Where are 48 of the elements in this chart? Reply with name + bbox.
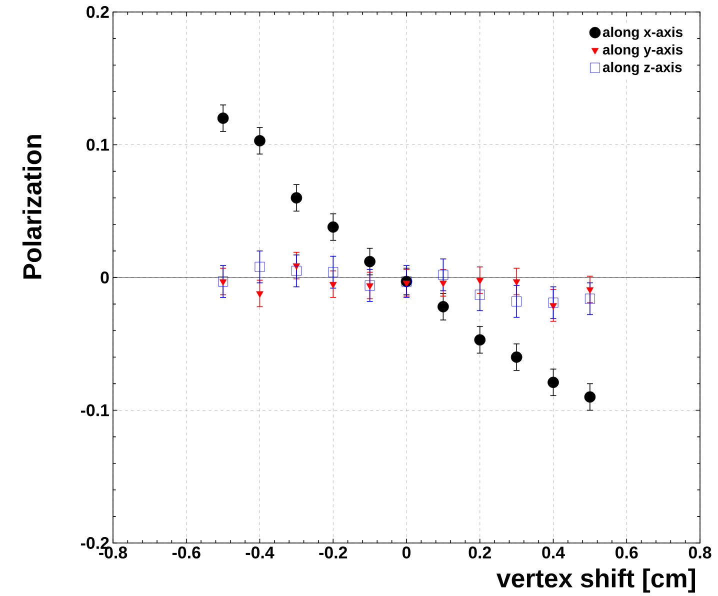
point [474,334,486,346]
legend-label: along x-axis [602,26,683,40]
point [217,112,229,124]
point [438,270,448,280]
point [219,279,227,286]
x-tick-label: 0.4 [542,546,565,559]
point [584,391,596,403]
point [329,282,337,288]
point [291,266,302,276]
point [364,256,376,268]
legend-label: along y-axis [602,44,683,58]
point [366,283,374,290]
y-tick-label: -0.2 [80,537,109,549]
x-tick-label: -0.2 [319,546,348,559]
legend-label: along z-axis [602,62,682,76]
point [256,291,264,298]
y-axis-title: Polarization [22,135,42,279]
point [512,296,522,306]
x-tick-label: 0.8 [688,546,712,559]
x-tick-label: 0.6 [616,546,638,559]
y-tick-label: -0.1 [80,404,110,416]
point [292,263,300,270]
x-tick-label: 0 [402,546,411,559]
point [290,192,302,204]
point [586,287,594,294]
point [254,135,266,146]
x-tick-label: -0.6 [172,546,200,559]
x-axis-title: vertex shift [cm] [496,568,695,593]
y-tick-label: 0.1 [86,138,110,151]
point [364,280,375,290]
x-tick-label: -0.4 [246,546,274,559]
point [254,262,265,272]
y-tick-label: 0 [100,272,109,284]
point [440,280,447,287]
point [512,279,520,286]
x-tick-label: 0.2 [468,546,491,559]
point [548,298,558,308]
point [476,278,484,284]
point [218,276,228,286]
point [548,376,559,388]
x-tick-label: -0.8 [99,546,128,559]
point [584,294,595,304]
point [510,351,522,363]
point [474,290,485,300]
point [328,267,338,278]
y-tick-label: 0.2 [86,6,109,18]
point [438,301,449,312]
point [327,221,339,233]
